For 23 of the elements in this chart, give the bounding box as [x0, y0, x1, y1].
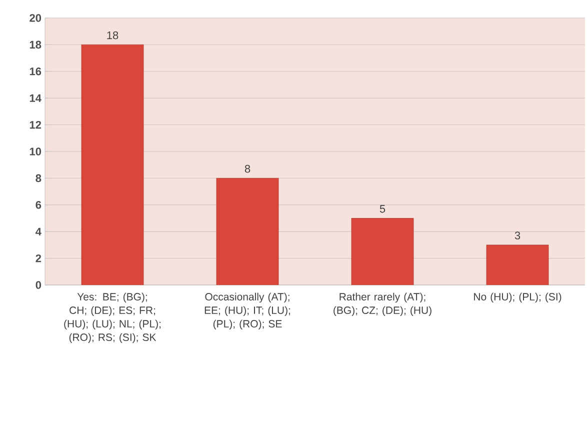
bar [351, 218, 414, 285]
data-label: 5 [380, 205, 386, 213]
y-tick-label: 18 [30, 40, 42, 49]
x-tick-label: Yes: BE; (BG); CH; (DE); ES; FR; (HU); (LU); NL; (PL); (RO); RS; (SI); SK [64, 292, 161, 344]
y-tick-label: 14 [30, 94, 42, 102]
y-tick-label: 4 [36, 228, 42, 236]
bar [486, 244, 549, 285]
y-tick-label: 16 [30, 67, 42, 76]
y-tick-label: 20 [30, 14, 42, 22]
y-tick-label: 10 [30, 148, 42, 156]
y-tick-label: 6 [36, 200, 42, 209]
y-tick-label: 2 [36, 254, 42, 262]
data-label: 3 [514, 232, 520, 240]
y-tick-label: 12 [30, 120, 42, 129]
bar [81, 44, 144, 285]
x-tick-label: Occasionally (AT); EE; (HU); IT; (LU); (PL); (RO); SE [204, 292, 290, 330]
y-tick-label: 8 [36, 174, 42, 182]
x-tick-label: No (HU); (PL); (SI) [474, 292, 562, 303]
x-tick-label: Rather rarely (AT); (BG); CZ; (DE); (HU) [334, 292, 432, 316]
bar [216, 178, 279, 285]
y-tick-label: 0 [36, 281, 42, 289]
data-label: 8 [244, 164, 250, 173]
data-label: 18 [107, 31, 118, 40]
